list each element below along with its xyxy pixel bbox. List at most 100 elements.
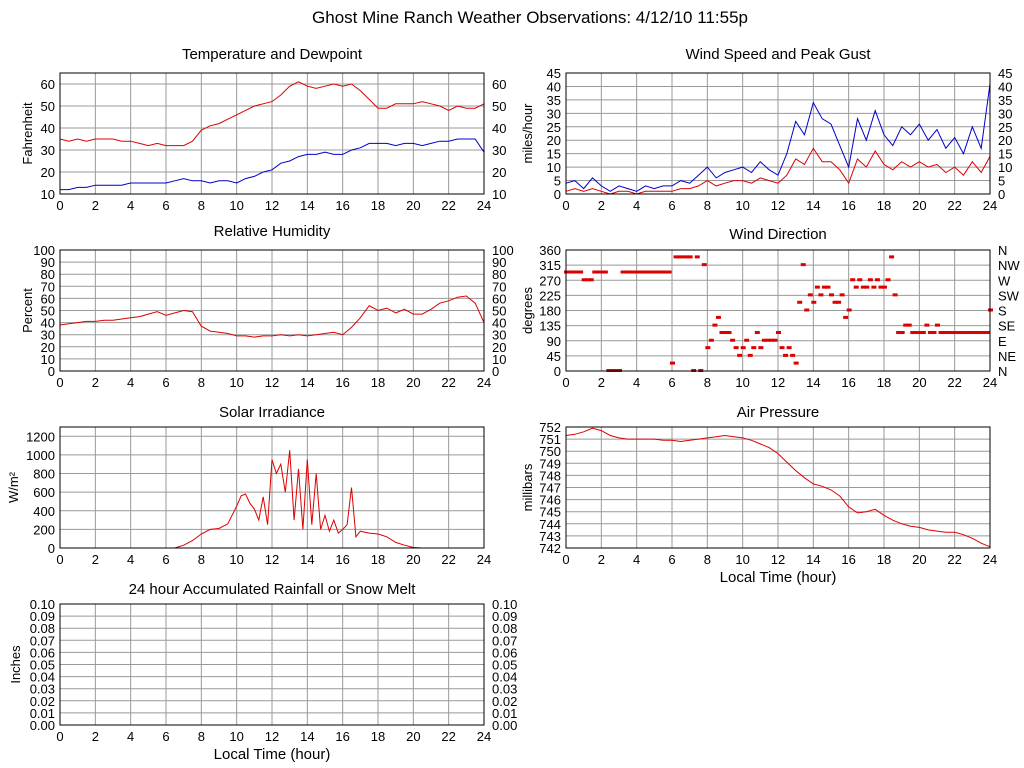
x-tick-label: 16 [335,198,349,213]
data-point [906,323,912,327]
x-tick-label: 14 [300,375,314,390]
data-point [927,331,933,335]
right-tick-label: 0.00 [492,718,517,733]
data-point [662,270,668,274]
x-tick-label: 22 [947,552,961,567]
x-tick-label: 10 [229,375,243,390]
right-tick-label: 0.03 [492,682,517,697]
x-tick-label: 22 [441,375,455,390]
x-tick-label: 0 [56,375,63,390]
data-point [977,331,983,335]
x-tick-label: 2 [92,198,99,213]
x-tick-label: 16 [335,375,349,390]
data-point [807,293,813,297]
x-tick-label: 14 [300,552,314,567]
y-tick-label: 400 [33,504,55,519]
data-point [712,323,718,327]
plot-frame [565,426,991,549]
y-tick-label: 750 [539,444,561,459]
right-tick-label: 15 [998,147,1012,162]
right-tick-label: 0 [492,364,499,379]
data-point [595,270,601,274]
right-tick-label: 90 [492,255,506,270]
x-tick-label: 22 [947,198,961,213]
x-tick-label: 18 [877,375,891,390]
x-tick-label: 8 [704,198,711,213]
data-point [627,270,633,274]
data-point [963,331,969,335]
x-tick-label: 4 [633,552,640,567]
x-tick-label: 12 [265,198,279,213]
right-tick-label: 70 [492,279,506,294]
data-point [924,323,930,327]
data-point [984,331,990,335]
series-line-0 [59,295,485,338]
plot-frame [565,72,991,195]
data-point [687,255,693,259]
data-point [860,285,866,289]
right-tick-label: 20 [998,133,1012,148]
x-tick-label: 0 [56,552,63,567]
x-tick-label: 0 [562,552,569,567]
right-tick-label: 40 [492,121,506,136]
right-tick-label: 0.06 [492,645,517,660]
plot-frame [59,426,485,549]
data-point [684,255,690,259]
data-point [899,331,905,335]
y-tick-label: 746 [539,493,561,508]
data-point [638,270,644,274]
rain-chart: 24 hour Accumulated Rainfall or Snow Mel… [8,581,517,763]
x-tick-label: 12 [265,552,279,567]
data-point [793,361,799,365]
data-point [885,278,891,282]
grid-lines [59,249,485,372]
y-tick-label: 800 [33,467,55,482]
y-tick-label: 70 [41,279,55,294]
y-axis-label: degrees [520,287,535,334]
x-tick-label: 10 [735,198,749,213]
data-point [758,346,764,350]
data-point [867,278,873,282]
right-tick-label: 40 [998,79,1012,94]
data-point [634,270,640,274]
right-tick-label: NW [998,258,1020,273]
y-tick-label: 15 [547,147,561,162]
y-tick-label: 0.08 [30,621,55,636]
x-tick-label: 16 [335,729,349,744]
data-point [730,338,736,342]
x-tick-label: 20 [912,375,926,390]
x-tick-label: 12 [771,552,785,567]
data-point [846,308,852,312]
right-tick-label: 80 [492,267,506,282]
x-tick-label: 20 [912,198,926,213]
chart-title: Relative Humidity [214,223,331,240]
x-tick-label: 0 [562,198,569,213]
chart-title: 24 hour Accumulated Rainfall or Snow Mel… [129,581,417,598]
data-point [776,331,781,335]
data-point [839,293,845,297]
x-tick-label: 18 [371,198,385,213]
x-tick-label: 16 [841,552,855,567]
y-tick-label: 0.04 [30,670,55,685]
y-tick-label: 600 [33,485,55,500]
x-tick-label: 4 [127,375,134,390]
right-tick-label: 10 [492,187,506,202]
y-tick-label: 0.05 [30,658,55,673]
y-tick-label: 1200 [26,429,55,444]
data-point [655,270,661,274]
x-tick-label: 6 [668,375,675,390]
y-tick-label: 45 [547,66,561,81]
right-tick-label: 0.08 [492,621,517,636]
y-axis-label: W/m² [6,471,21,503]
data-point [825,285,831,289]
x-tick-label: 12 [771,198,785,213]
x-tick-label: 20 [406,552,420,567]
x-tick-label: 2 [92,552,99,567]
data-point [783,353,789,357]
data-point [677,255,683,259]
x-axis-label: Local Time (hour) [720,569,837,586]
x-tick-label: 14 [300,198,314,213]
data-point [652,270,658,274]
